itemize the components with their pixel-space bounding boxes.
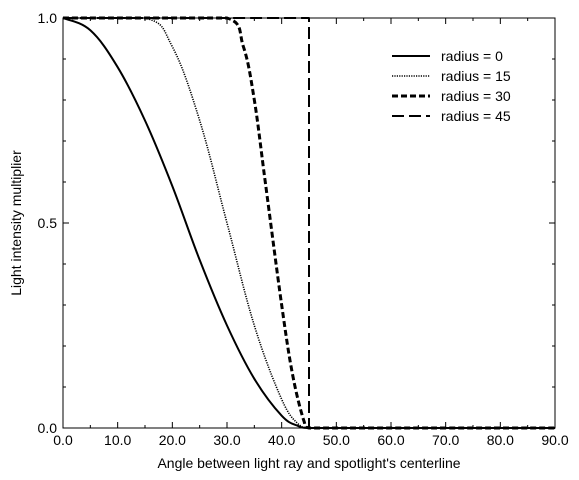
- y-tick-label: 1.0: [38, 10, 58, 26]
- y-tick-label: 0.5: [38, 215, 58, 231]
- x-axis-title: Angle between light ray and spotlight's …: [157, 455, 460, 471]
- x-tick-label: 20.0: [159, 432, 186, 448]
- legend-label: radius = 15: [441, 68, 511, 84]
- x-tick-label: 10.0: [104, 432, 131, 448]
- legend-label: radius = 30: [441, 88, 511, 104]
- series-line-4: [63, 17, 555, 429]
- x-tick-label: 60.0: [377, 432, 404, 448]
- x-tick-label: 80.0: [487, 432, 514, 448]
- y-tick-label: 0.0: [38, 420, 58, 436]
- y-axis-title: Light intensity multiplier: [8, 150, 24, 296]
- legend-label: radius = 0: [441, 48, 503, 64]
- x-tick-label: 40.0: [268, 432, 295, 448]
- x-tick-label: 90.0: [541, 432, 568, 448]
- series-lines: [62, 16, 555, 430]
- tick-labels: 0.0 10.0 20.0 30.0 40.0 50.0 60.0 70.0 80.0 90.0 0…: [38, 10, 569, 448]
- legend: radius = 0 radius = 15 radius = 30 radius =…: [392, 48, 511, 124]
- x-tick-label: 70.0: [432, 432, 459, 448]
- legend-label: radius = 45: [441, 108, 511, 124]
- x-tick-label: 0.0: [53, 432, 73, 448]
- x-tick-label: 30.0: [213, 432, 240, 448]
- x-tick-label: 50.0: [323, 432, 350, 448]
